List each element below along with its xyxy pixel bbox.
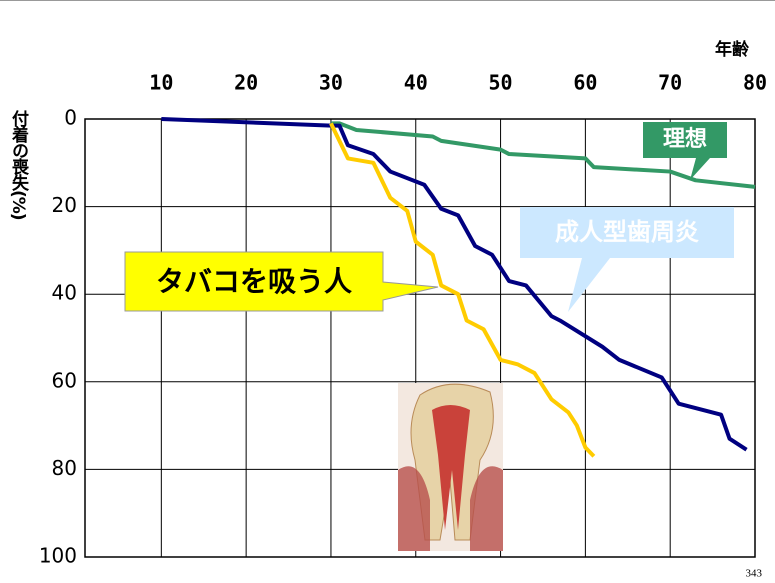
tooth-image — [398, 383, 503, 551]
x-tick-label: 30 — [319, 71, 343, 95]
x-tick-label: 80 — [743, 71, 767, 95]
callout-label: タバコを吸う人 — [156, 265, 352, 298]
x-tick-label: 40 — [404, 71, 428, 95]
callouts: 理想 成人型歯周炎 タバコを吸う人 — [124, 122, 734, 312]
callout-label: 成人型歯周炎 — [555, 218, 699, 246]
x-axis-label: 年齢 — [715, 39, 750, 60]
y-tick-label: 40 — [52, 281, 77, 305]
callout-label: 理想 — [663, 127, 707, 152]
page-number: 343 — [746, 568, 763, 580]
y-tick-label: 80 — [52, 456, 77, 480]
x-tick-label: 60 — [573, 71, 597, 95]
y-axis-label: 付着の喪失(%) — [8, 110, 28, 220]
series-line — [330, 121, 756, 189]
x-tick-label: 20 — [234, 71, 258, 95]
x-tick-label: 50 — [489, 71, 513, 95]
y-tick-label: 60 — [52, 368, 77, 392]
y-tick-label: 100 — [39, 544, 77, 568]
series-line — [329, 122, 596, 458]
x-tick-label: 70 — [658, 71, 682, 95]
plot-border — [84, 118, 756, 558]
y-tick-label: 20 — [52, 193, 77, 217]
x-tick-label: 10 — [149, 71, 173, 95]
series-line — [161, 117, 748, 452]
y-tick-label: 0 — [64, 106, 77, 130]
